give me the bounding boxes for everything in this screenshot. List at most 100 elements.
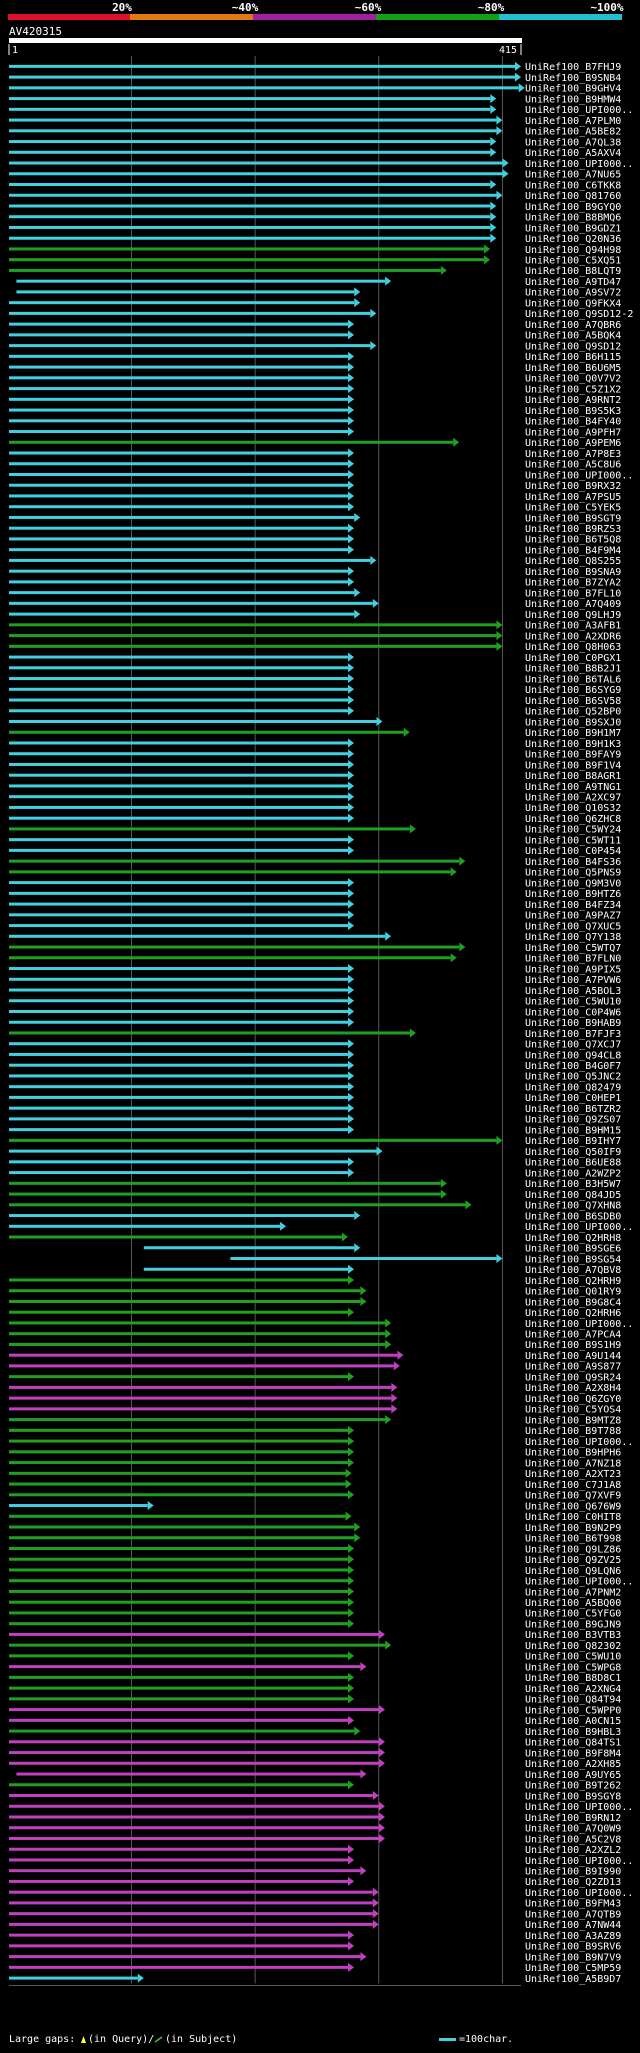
hit-row[interactable]: UniRef100_UPI000.. xyxy=(9,1318,633,1330)
hit-label[interactable]: UniRef100_Q7XUC5 xyxy=(525,921,621,932)
hit-bar[interactable] xyxy=(9,1299,361,1303)
hit-row[interactable]: UniRef100_A5BOL3 xyxy=(9,985,621,997)
hit-bar[interactable] xyxy=(9,1106,349,1110)
hit-bar[interactable] xyxy=(9,537,349,541)
hit-bar[interactable] xyxy=(9,977,349,981)
hit-bar[interactable] xyxy=(9,1085,349,1089)
hit-row[interactable]: UniRef100_Q50IF9 xyxy=(9,1146,621,1158)
hit-row[interactable]: UniRef100_A9S877 xyxy=(9,1361,621,1373)
hit-row[interactable]: UniRef100_Q84T94 xyxy=(9,1694,621,1706)
hit-label[interactable]: UniRef100_B9HBL3 xyxy=(525,1727,621,1738)
hit-row[interactable]: UniRef100_B9HM15 xyxy=(9,1125,621,1136)
hit-row[interactable]: UniRef100_A2XC97 xyxy=(9,792,621,803)
hit-label[interactable]: UniRef100_A5BQK4 xyxy=(525,331,621,342)
hit-row[interactable]: UniRef100_A7P8E3 xyxy=(9,448,621,460)
hit-bar[interactable] xyxy=(9,1826,379,1830)
hit-row[interactable]: UniRef100_B9RZS3 xyxy=(9,523,621,535)
hit-bar[interactable] xyxy=(9,387,349,391)
hit-label[interactable]: UniRef100_B3H5W7 xyxy=(525,1179,621,1190)
hit-row[interactable]: UniRef100_B3VTB3 xyxy=(9,1629,621,1641)
hit-bar[interactable] xyxy=(9,934,386,938)
hit-bar[interactable] xyxy=(9,1375,349,1379)
hit-row[interactable]: UniRef100_A7QTB9 xyxy=(9,1909,621,1920)
hit-label[interactable]: UniRef100_A5C8U6 xyxy=(525,460,621,471)
hit-row[interactable]: UniRef100_Q8H063 xyxy=(9,641,621,653)
hit-label[interactable]: UniRef100_A9PFH7 xyxy=(525,427,621,438)
hit-label[interactable]: UniRef100_Q94CL8 xyxy=(525,1050,621,1061)
hit-row[interactable]: UniRef100_C5XQ51 xyxy=(9,255,621,266)
hit-row[interactable]: UniRef100_B7FJF3 xyxy=(9,1028,621,1040)
hit-row[interactable]: UniRef100_B9I990 xyxy=(9,1866,621,1877)
hit-bar[interactable] xyxy=(9,505,349,509)
hit-bar[interactable] xyxy=(9,1439,349,1443)
hit-bar[interactable] xyxy=(9,956,451,960)
hit-bar[interactable] xyxy=(9,1740,379,1744)
hit-row[interactable]: UniRef100_B9SNB4 xyxy=(9,72,621,84)
hit-label[interactable]: UniRef100_A9S877 xyxy=(525,1362,621,1373)
hit-label[interactable]: UniRef100_C0P4W6 xyxy=(525,1007,621,1018)
hit-label[interactable]: UniRef100_C6TKK8 xyxy=(525,180,621,191)
hit-bar[interactable] xyxy=(9,1138,497,1142)
hit-row[interactable]: UniRef100_B9S5K3 xyxy=(9,405,621,417)
hit-bar[interactable] xyxy=(9,1117,349,1121)
hit-row[interactable]: UniRef100_C0HEP1 xyxy=(9,1092,621,1104)
hit-label[interactable]: UniRef100_B9GHV4 xyxy=(525,84,621,95)
hit-bar[interactable] xyxy=(9,1042,349,1046)
hit-bar[interactable] xyxy=(9,397,349,401)
hit-label[interactable]: UniRef100_UPI000.. xyxy=(525,1856,633,1867)
hit-bar[interactable] xyxy=(9,1020,349,1024)
hit-row[interactable]: UniRef100_Q9M3V0 xyxy=(9,878,621,889)
hit-label[interactable]: UniRef100_Q9SD12-2 xyxy=(525,309,633,320)
hit-bar[interactable] xyxy=(9,86,519,90)
hit-bar[interactable] xyxy=(9,161,503,165)
hit-row[interactable]: UniRef100_Q0V7V2 xyxy=(9,373,621,385)
hit-label[interactable]: UniRef100_Q676W9 xyxy=(525,1501,621,1512)
hit-bar[interactable] xyxy=(9,430,349,434)
hit-label[interactable]: UniRef100_UPI000.. xyxy=(525,1802,633,1813)
hit-label[interactable]: UniRef100_A5BQ00 xyxy=(525,1598,621,1609)
hit-row[interactable]: UniRef100_A2X8H4 xyxy=(9,1382,621,1394)
hit-bar[interactable] xyxy=(9,322,349,326)
hit-bar[interactable] xyxy=(9,462,349,466)
hit-row[interactable]: UniRef100_Q7XHN8 xyxy=(9,1200,621,1212)
hit-bar[interactable] xyxy=(9,945,460,949)
hit-row[interactable]: UniRef100_B9F8M4 xyxy=(9,1748,621,1759)
hit-bar[interactable] xyxy=(9,1675,349,1679)
hit-label[interactable]: UniRef100_B9T788 xyxy=(525,1426,621,1437)
hit-row[interactable]: UniRef100_A9PIX5 xyxy=(9,964,621,975)
hit-label[interactable]: UniRef100_C5WU10 xyxy=(525,997,621,1008)
hit-row[interactable]: UniRef100_UPI000.. xyxy=(9,1576,633,1588)
hit-row[interactable]: UniRef100_B9G8C4 xyxy=(9,1296,621,1308)
hit-bar[interactable] xyxy=(16,290,355,294)
hit-row[interactable]: UniRef100_C5WU10 xyxy=(9,996,621,1008)
hit-row[interactable]: UniRef100_B4FY40 xyxy=(9,416,621,428)
hit-row[interactable]: UniRef100_A9PEM6 xyxy=(9,437,621,449)
hit-label[interactable]: UniRef100_B9RZS3 xyxy=(525,524,621,535)
hit-label[interactable]: UniRef100_B9HPH6 xyxy=(525,1448,621,1459)
hit-bar[interactable] xyxy=(9,1407,392,1411)
hit-bar[interactable] xyxy=(9,1858,349,1862)
hit-label[interactable]: UniRef100_A2WZP2 xyxy=(525,1168,621,1179)
hit-row[interactable]: UniRef100_A9TD47 xyxy=(16,276,621,288)
hit-bar[interactable] xyxy=(9,1955,361,1959)
hit-bar[interactable] xyxy=(9,1095,349,1099)
hit-bar[interactable] xyxy=(9,1901,373,1905)
hit-bar[interactable] xyxy=(9,483,349,487)
hit-label[interactable]: UniRef100_B9GDZ1 xyxy=(525,223,621,234)
hit-label[interactable]: UniRef100_B6H115 xyxy=(525,352,621,363)
hit-row[interactable]: UniRef100_Q82479 xyxy=(9,1082,621,1093)
hit-bar[interactable] xyxy=(9,601,373,605)
hit-label[interactable]: UniRef100_A7Q409 xyxy=(525,599,621,610)
hit-label[interactable]: UniRef100_B6UE88 xyxy=(525,1158,621,1169)
hit-row[interactable]: UniRef100_A3AZ89 xyxy=(9,1930,621,1942)
hit-label[interactable]: UniRef100_B4FZ34 xyxy=(525,900,621,911)
hit-bar[interactable] xyxy=(9,408,349,412)
hit-label[interactable]: UniRef100_B9N7V9 xyxy=(525,1952,621,1963)
hit-bar[interactable] xyxy=(9,580,349,584)
hit-bar[interactable] xyxy=(9,440,454,444)
hit-row[interactable]: UniRef100_B9SRV6 xyxy=(9,1941,621,1953)
hit-bar[interactable] xyxy=(9,698,349,702)
hit-label[interactable]: UniRef100_Q9LZ86 xyxy=(525,1544,621,1555)
hit-bar[interactable] xyxy=(9,172,503,176)
hit-label[interactable]: UniRef100_B7FL10 xyxy=(525,588,621,599)
